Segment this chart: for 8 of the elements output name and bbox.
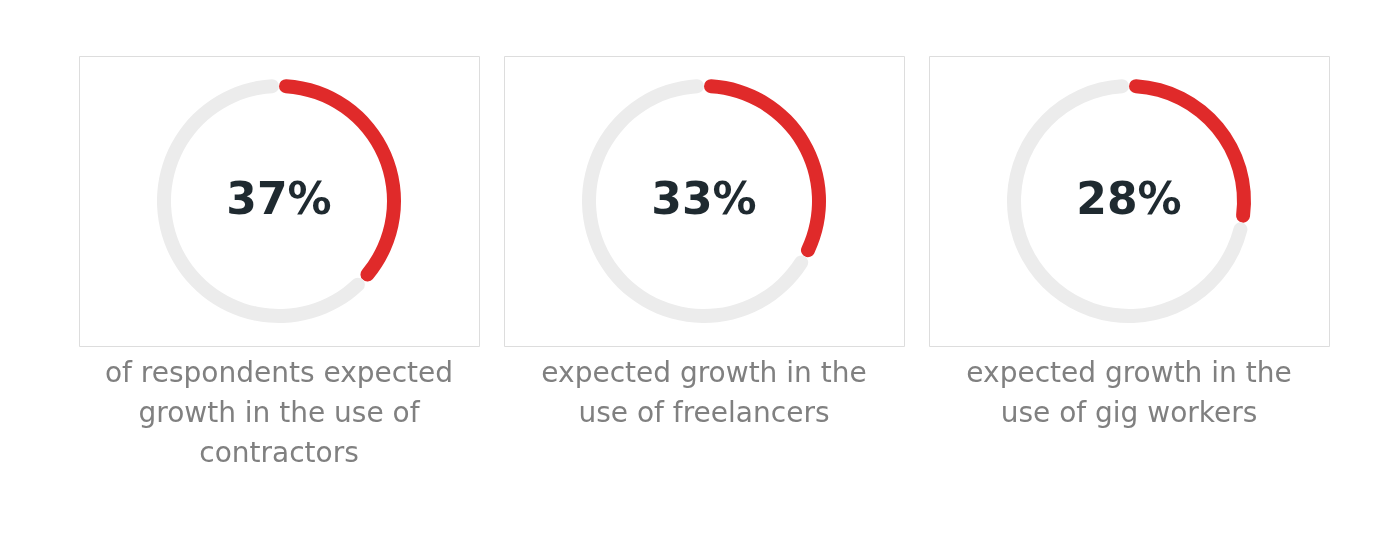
data-label: 28% xyxy=(1076,173,1182,224)
donut-slice xyxy=(582,79,809,323)
data-label: 33% xyxy=(651,173,757,224)
data-label: 37% xyxy=(226,173,332,224)
donut-slice xyxy=(1007,79,1248,323)
text: of respondents expected growth in the use of contractors xyxy=(104,356,454,469)
text: expected growth in the use of gig workers xyxy=(966,356,1292,429)
text: expected growth in the use of freelancers xyxy=(541,356,867,429)
